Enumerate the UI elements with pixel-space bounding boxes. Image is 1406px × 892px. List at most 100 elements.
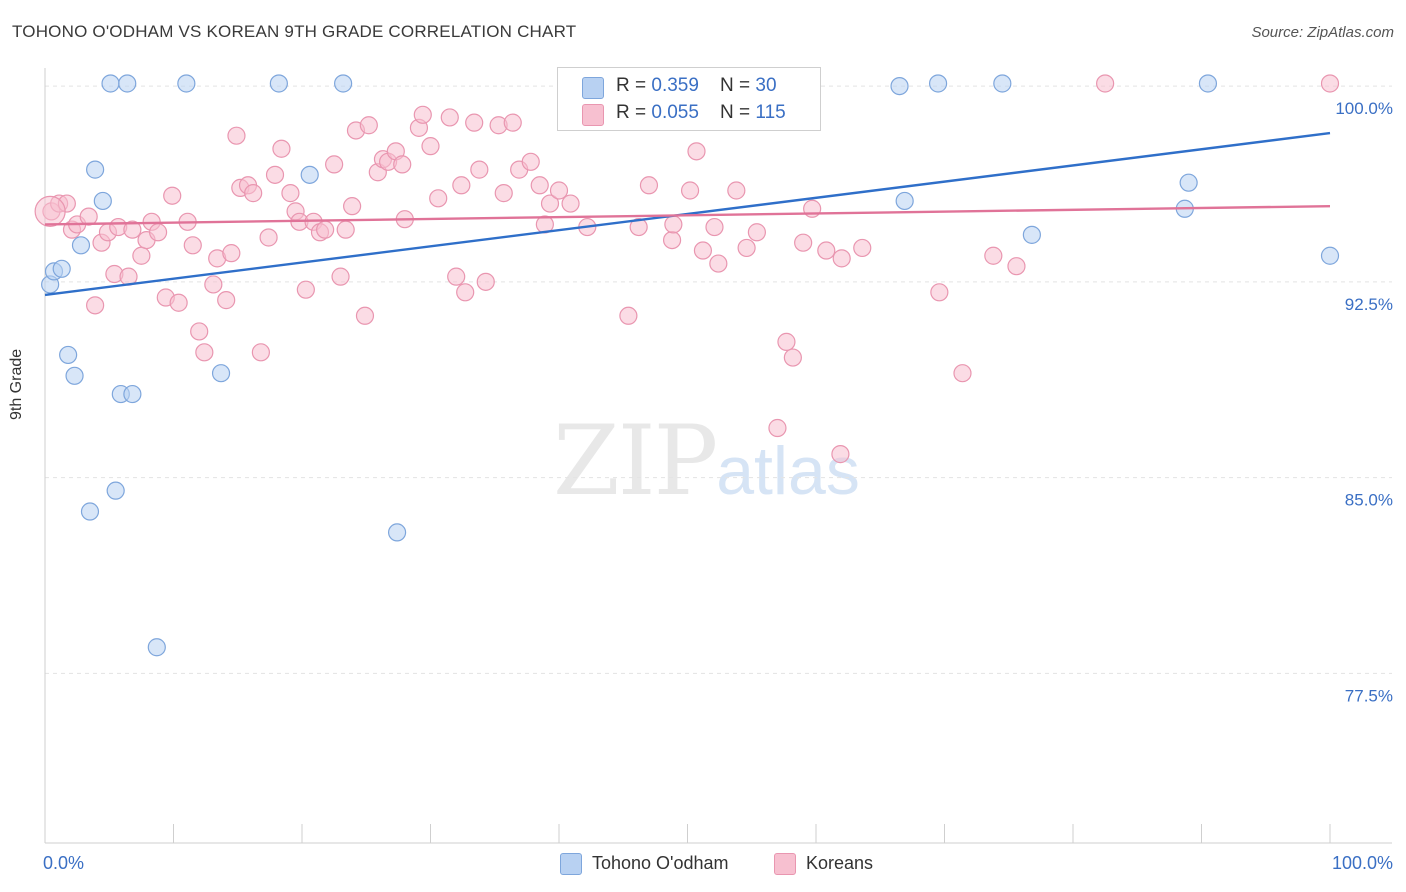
korean-point <box>817 241 836 260</box>
legend-text-tohono: R = 0.359 N = 30 <box>616 75 777 97</box>
korean-point <box>470 160 489 179</box>
korean-point <box>316 220 335 239</box>
tohono-point <box>211 364 231 383</box>
korean-point <box>1007 257 1026 276</box>
korean-point <box>984 246 1003 265</box>
korean-point <box>123 220 142 239</box>
korean-point <box>148 223 168 242</box>
korean-point <box>169 293 188 312</box>
tohono-point <box>1179 173 1198 192</box>
korean-point <box>831 445 850 464</box>
korean-point <box>456 283 475 302</box>
korean-point <box>227 126 246 145</box>
korean-point <box>1096 74 1115 93</box>
y-tick-label: 77.5% <box>1345 686 1393 705</box>
korean-point <box>163 186 182 205</box>
tohono-point <box>106 481 125 500</box>
korean-point <box>561 194 580 213</box>
korean-point <box>183 236 202 255</box>
korean-point <box>281 184 300 203</box>
korean-point <box>272 139 291 158</box>
tohono-point <box>928 74 948 93</box>
korean-point <box>832 249 851 268</box>
legend-swatch-pink <box>774 853 796 875</box>
korean-point <box>421 137 440 156</box>
r-label: R = <box>616 75 652 96</box>
korean-point <box>195 343 214 362</box>
tohono-point <box>86 160 105 179</box>
korean-point <box>343 197 362 216</box>
tohono-point <box>147 638 166 657</box>
n-value: 30 <box>755 75 777 96</box>
tohono-trend-line <box>44 131 1331 297</box>
n-label: N = <box>720 75 756 96</box>
x-tick-label: 100.0% <box>1332 853 1393 873</box>
korean-point <box>549 181 569 200</box>
legend-text-koreans: R = 0.055 N = 115 <box>616 102 786 124</box>
korean-point <box>783 348 802 367</box>
korean-point <box>244 184 263 203</box>
korean-point <box>705 217 724 237</box>
watermark: ZIPatlas <box>553 405 860 517</box>
korean-point <box>662 230 682 250</box>
tohono-point <box>71 236 91 255</box>
korean-point <box>619 306 638 325</box>
korean-point <box>687 142 706 161</box>
tohono-point <box>93 191 112 211</box>
korean-point <box>429 189 448 208</box>
watermark-zip: ZIP <box>553 405 718 517</box>
korean-point <box>222 244 241 263</box>
series-legend: Tohono O'odham Koreans <box>0 851 1406 879</box>
korean-point <box>664 215 683 234</box>
korean-point <box>953 364 972 383</box>
tohono-point <box>118 74 137 93</box>
tohono-point <box>80 502 100 521</box>
tohono-point <box>65 366 84 385</box>
korean-point <box>727 181 746 200</box>
korean-point <box>540 194 560 213</box>
source-label: Source: ZipAtlas.com <box>1251 24 1394 41</box>
korean-point <box>465 113 484 132</box>
tohono-point <box>269 74 288 93</box>
korean-point <box>530 176 549 195</box>
y-tick-label: 85.0% <box>1345 491 1393 510</box>
korean-point <box>447 267 466 286</box>
korean-point <box>393 155 412 174</box>
korean-point <box>476 272 495 291</box>
korean-point <box>1320 74 1340 93</box>
korean-point <box>34 195 66 227</box>
tohono-point <box>993 74 1012 93</box>
korean-point <box>794 233 813 252</box>
tohono-point <box>177 74 196 93</box>
korean-point <box>737 238 756 258</box>
korean-point <box>217 291 236 310</box>
tohono-point <box>1320 246 1340 265</box>
korean-trend-line <box>44 204 1331 226</box>
korean-point <box>79 207 98 226</box>
korean-point <box>930 283 949 302</box>
korean-point <box>86 296 105 315</box>
korean-point <box>204 275 223 294</box>
korean-point <box>296 280 315 299</box>
korean-point <box>132 246 151 265</box>
korean-point <box>639 176 659 195</box>
r-value: 0.055 <box>651 102 699 123</box>
tohono-point <box>895 191 914 211</box>
legend-swatch-pink <box>582 104 604 126</box>
korean-point <box>629 217 648 237</box>
y-tick-label: 100.0% <box>1335 99 1393 118</box>
chart-title: TOHONO O'ODHAM VS KOREAN 9TH GRADE CORRE… <box>12 22 577 41</box>
tohono-point <box>300 165 319 184</box>
tohono-point <box>1198 74 1218 93</box>
tohono-point <box>890 76 909 96</box>
korean-point <box>440 108 459 127</box>
korean-point <box>494 184 513 203</box>
korean-point <box>413 105 432 124</box>
tohono-point <box>334 74 353 93</box>
korean-point <box>747 223 766 242</box>
korean-point <box>265 165 285 184</box>
y-tick-label: 92.5% <box>1345 295 1393 314</box>
tohono-point <box>123 384 142 404</box>
legend-label-tohono: Tohono O'odham <box>592 853 729 873</box>
korean-point <box>331 267 350 286</box>
